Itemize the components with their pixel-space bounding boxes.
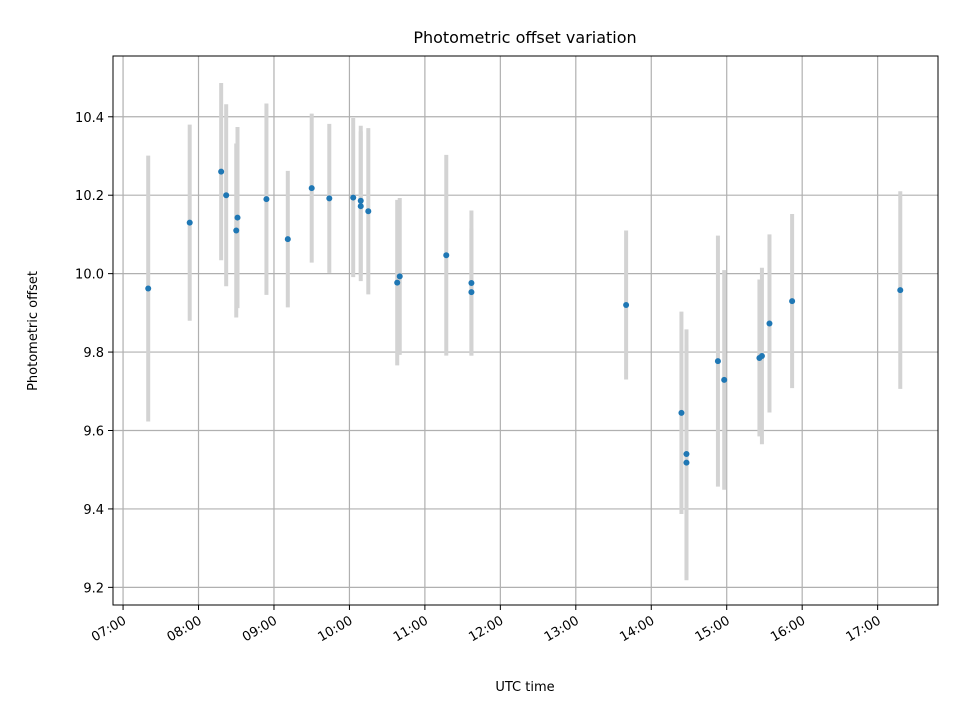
data-point — [365, 208, 372, 215]
y-tick-label: 10.4 — [75, 111, 104, 126]
data-point — [396, 273, 403, 280]
data-point — [766, 320, 773, 327]
data-point — [218, 168, 225, 175]
x-tick-label: 14:00 — [617, 613, 657, 645]
data-point — [623, 302, 630, 309]
x-tick-label: 09:00 — [240, 613, 280, 645]
grid-lines — [113, 56, 938, 605]
data-point — [714, 358, 721, 365]
data-points — [145, 168, 904, 466]
data-point — [683, 459, 690, 466]
data-point — [234, 214, 241, 221]
x-tick-label: 12:00 — [466, 613, 506, 645]
data-point — [308, 185, 315, 192]
data-point — [443, 252, 450, 259]
x-axis-ticks: 07:00 08:00 09:00 10:00 11:00 12:00 13:00 14:00… — [89, 605, 884, 645]
y-tick-label: 9.8 — [83, 346, 104, 361]
error-bars — [146, 83, 903, 581]
data-point — [468, 289, 475, 296]
data-point — [186, 219, 193, 226]
data-point — [678, 409, 685, 416]
data-point — [897, 287, 904, 294]
x-tick-label: 10:00 — [315, 613, 355, 645]
x-axis-label: UTC time — [495, 680, 554, 695]
y-tick-label: 9.6 — [83, 424, 104, 439]
y-axis-ticks: 9.2 9.4 9.6 9.8 10.0 10.2 10.4 — [75, 111, 113, 596]
y-tick-label: 9.4 — [83, 503, 104, 518]
y-axis-label: Photometric offset — [26, 271, 41, 391]
data-point — [223, 192, 230, 199]
data-point — [263, 196, 270, 203]
data-point — [145, 285, 152, 292]
x-tick-label: 11:00 — [391, 613, 431, 645]
x-tick-label: 17:00 — [844, 613, 884, 645]
data-point — [350, 194, 357, 201]
data-point — [284, 236, 291, 243]
x-tick-label: 16:00 — [768, 613, 808, 645]
y-tick-label: 10.0 — [75, 268, 104, 283]
data-point — [683, 451, 690, 458]
data-point — [326, 195, 333, 202]
plot-frame — [112, 55, 939, 606]
data-point — [233, 227, 240, 234]
data-point — [394, 279, 401, 286]
x-tick-label: 07:00 — [89, 613, 129, 645]
data-point — [357, 197, 364, 204]
data-point — [789, 298, 796, 305]
data-point — [468, 280, 475, 287]
data-point — [357, 203, 364, 210]
data-point — [758, 352, 765, 359]
x-tick-label: 15:00 — [693, 613, 733, 645]
y-tick-label: 10.2 — [75, 189, 104, 204]
x-tick-label: 08:00 — [165, 613, 205, 645]
y-tick-label: 9.2 — [83, 581, 104, 596]
x-tick-label: 13:00 — [542, 613, 582, 645]
chart-title: Photometric offset variation — [413, 28, 636, 47]
data-point — [721, 376, 728, 383]
